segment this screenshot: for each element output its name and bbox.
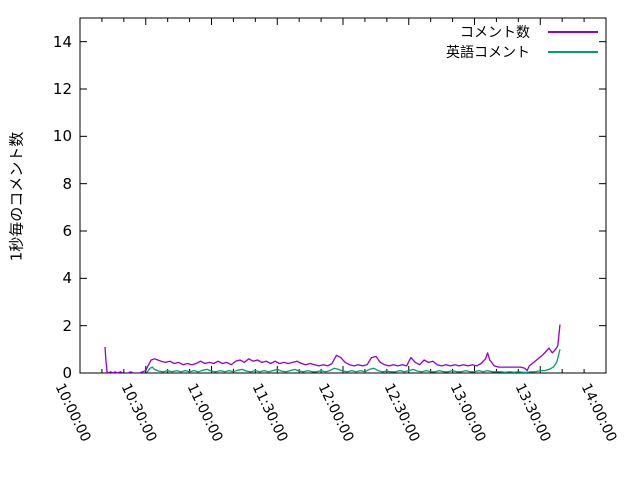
- chart: 1秒毎のコメント数 コメント数 英語コメント 0 2 4 6 8 10 12 14 10:00:…: [7, 17, 620, 445]
- plot-area: [79, 17, 607, 374]
